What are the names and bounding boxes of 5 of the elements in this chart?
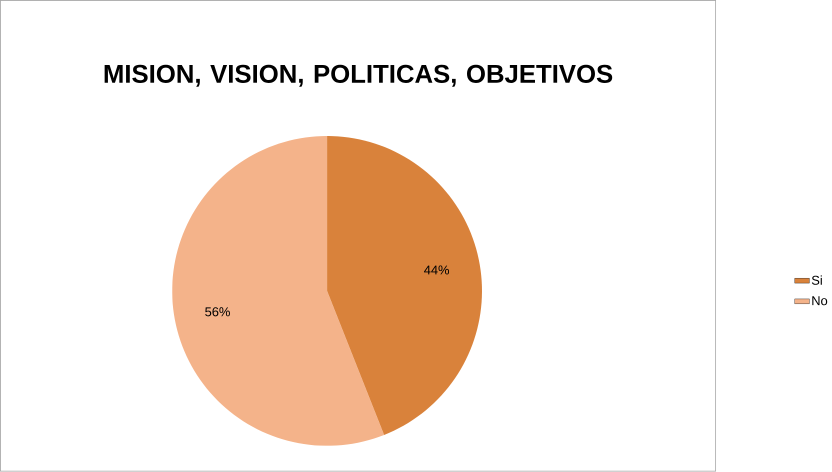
legend-label: No bbox=[812, 296, 828, 306]
data-label: 56% bbox=[205, 307, 230, 317]
chart-title: MISION, VISION, POLITICAS, OBJETIVOS bbox=[104, 64, 612, 87]
legend-label: Si bbox=[812, 276, 822, 285]
data-label: 44% bbox=[424, 266, 450, 275]
